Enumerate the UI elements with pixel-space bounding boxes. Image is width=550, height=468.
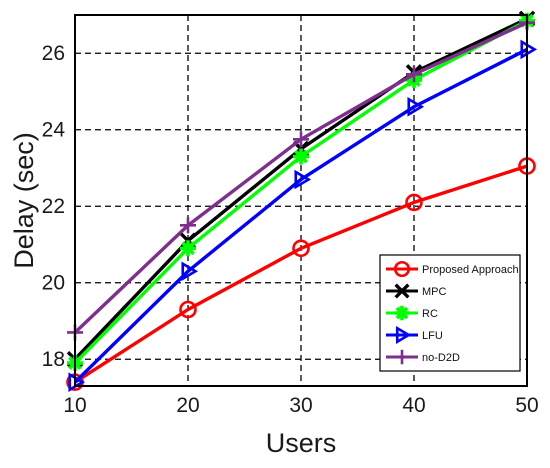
data-point-marker — [293, 148, 309, 165]
legend-swatch-marker — [393, 260, 411, 278]
legend-swatch-marker — [395, 325, 412, 345]
x-tick-label: 10 — [63, 394, 86, 417]
y-tick-label: 24 — [42, 119, 66, 142]
data-point-marker — [292, 239, 310, 258]
legend-item: RC — [386, 305, 438, 321]
legend-item: Proposed Approach — [386, 260, 519, 278]
y-axis-label: Delay (sec) — [9, 132, 39, 269]
series-line — [73, 47, 528, 384]
legend-label: RC — [422, 308, 438, 320]
data-point-marker — [405, 193, 423, 212]
legend-item: LFU — [386, 325, 443, 345]
x-tick-label: 30 — [289, 394, 312, 417]
y-tick-labels: 18 20 22 24 26 — [42, 42, 66, 371]
y-tick-label: 20 — [42, 272, 65, 295]
legend-swatch-marker — [394, 305, 410, 321]
series-line — [74, 164, 528, 384]
grid-lines — [75, 15, 527, 386]
y-tick-label: 22 — [42, 195, 65, 218]
data-point-marker — [294, 169, 312, 190]
legend-label: LFU — [422, 330, 443, 342]
legend-label: no-D2D — [422, 352, 460, 364]
legend-label: Proposed Approach — [422, 264, 519, 276]
legend-label: MPC — [422, 286, 447, 298]
data-point-marker — [179, 300, 197, 319]
x-tick-label: 50 — [515, 394, 538, 417]
y-tick-label: 18 — [42, 348, 65, 371]
series-no-d2d — [67, 14, 535, 341]
legend-item: no-D2D — [386, 349, 460, 365]
series-lfu — [68, 39, 538, 392]
legend-item: MPC — [386, 283, 447, 299]
x-tick-labels: 10 20 30 40 50 — [63, 394, 538, 417]
data-point-marker — [520, 39, 538, 60]
data-point-marker — [181, 261, 199, 282]
legend-swatch-marker — [394, 283, 410, 299]
y-tick-label: 26 — [42, 42, 65, 65]
data-point-marker — [180, 217, 196, 234]
plot-frame — [74, 14, 528, 387]
x-tick-label: 40 — [402, 394, 425, 417]
data-point-marker — [407, 97, 425, 117]
x-tick-label: 20 — [176, 394, 199, 417]
x-axis-label: Users — [266, 428, 337, 458]
legend: Proposed Approach MPC RC LFU no-D2D — [379, 254, 521, 372]
data-point-marker — [406, 66, 422, 83]
data-point-marker — [293, 131, 309, 148]
legend-swatch-marker — [394, 349, 410, 365]
data-point-marker — [180, 240, 196, 257]
